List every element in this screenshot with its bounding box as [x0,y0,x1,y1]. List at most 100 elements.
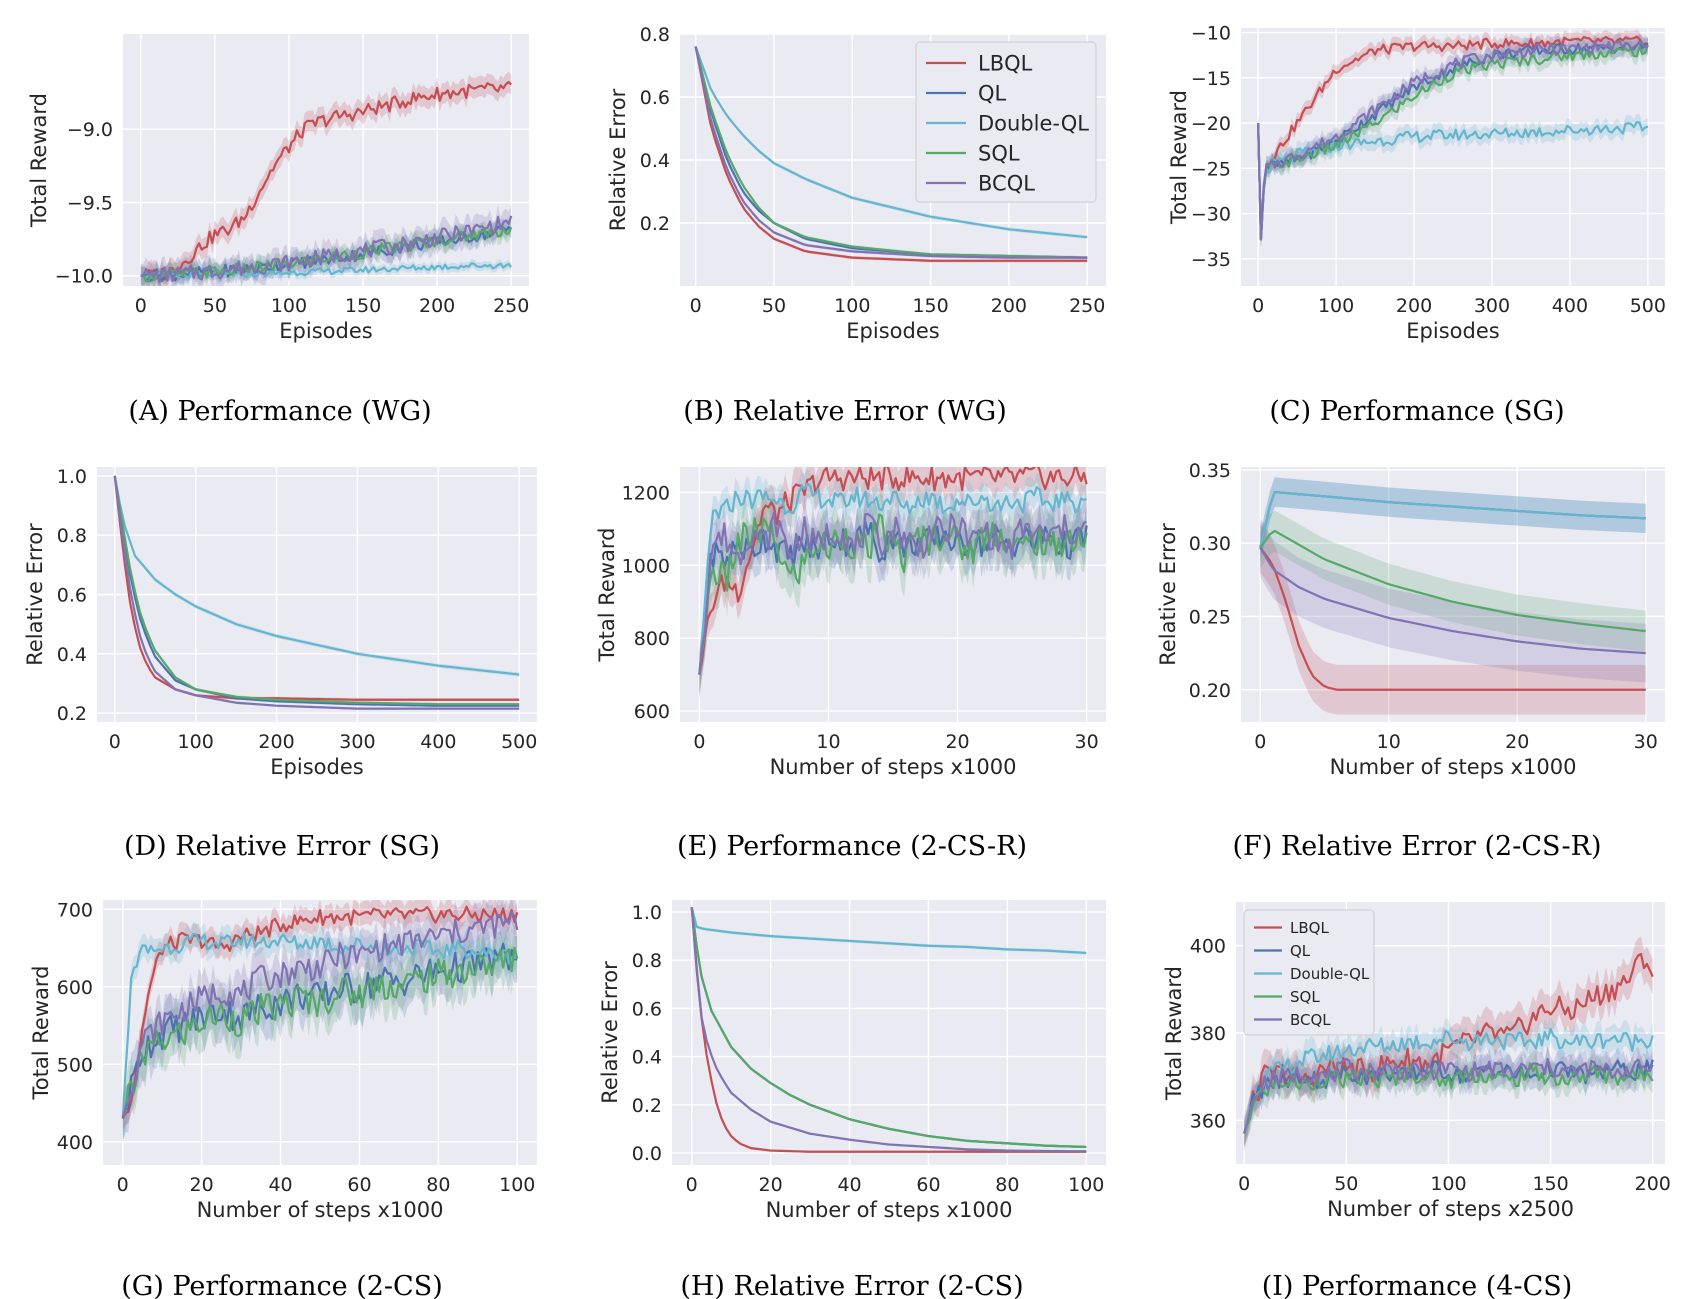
y-tick-label: 1200 [622,483,670,505]
x-tick-label: 500 [501,731,537,753]
x-tick-label: 300 [1474,295,1510,317]
y-tick-label: 600 [634,701,670,723]
x-tick-label: 0 [693,731,705,753]
series-line-bcql [121,911,519,1119]
panel-caption: (G) Performance (2-CS) [121,1271,443,1299]
x-tick-label: 100 [1068,1174,1104,1196]
series-line-lbql [1257,35,1649,241]
legend-label-sql: SQL [1290,988,1320,1006]
legend-label-lbql: LBQL [978,51,1033,75]
y-axis-label: Relative Error [23,523,47,666]
series-line-bcql [698,511,1088,675]
y-tick-label: 1.0 [632,902,662,924]
y-tick-label: 0.2 [57,703,87,725]
legend-label-bcql: BCQL [1290,1011,1331,1029]
plot-content [694,44,1088,263]
x-tick-label: 250 [1069,295,1105,317]
plot-area [103,900,537,1165]
y-axis-label: Relative Error [598,961,622,1104]
x-tick-label: 50 [762,295,786,317]
legend-label-double-ql: Double-QL [1290,965,1370,983]
series-line-lbql [140,80,512,282]
legend-label-sql: SQL [978,141,1020,165]
x-tick-label: 20 [190,1174,214,1196]
y-tick-label: 0.8 [632,950,662,972]
y-tick-label: 0.30 [1189,533,1231,555]
y-tick-label: 700 [57,899,93,921]
panel-caption: (F) Relative Error (2-CS-R) [1233,831,1602,862]
y-tick-label: 0.25 [1189,606,1231,628]
x-tick-label: 200 [419,295,455,317]
panel-caption: (B) Relative Error (WG) [683,396,1007,427]
x-tick-label: 30 [1075,731,1099,753]
x-tick-label: 100 [178,731,214,753]
panel-G: 0 20 40 60 80 100 400 500 600 700 Number of steps … [29,899,537,1299]
y-tick-label: −35 [1191,249,1231,271]
plot-area [1241,467,1665,722]
y-tick-label: 0.2 [632,1095,662,1117]
x-tick-label: 500 [1630,295,1666,317]
legend: LBQL QL Double-QL SQL BCQL [915,41,1097,203]
series-line-sql [698,513,1088,675]
x-axis-label: Episodes [1406,319,1499,343]
series-lines [1243,952,1654,1134]
series-lines [1257,35,1649,241]
series-line-sql [1257,44,1649,241]
x-tick-label: 50 [203,295,227,317]
y-tick-label: 380 [1190,1023,1226,1045]
series-lines [694,46,1088,262]
panel-caption: (I) Performance (4-CS) [1262,1271,1573,1299]
series-line-sql [1243,1062,1654,1134]
y-tick-label: 800 [634,628,670,650]
y-tick-label: 0.0 [632,1143,662,1165]
plot-area [672,900,1106,1165]
band-double-ql [1258,114,1648,248]
series-lines [121,905,519,1120]
series-line-bcql [1243,1057,1654,1134]
series-line-bcql [694,46,1088,259]
series-line-bcql [1257,40,1649,241]
band-lbql [1244,936,1653,1151]
y-tick-label: −15 [1191,68,1231,90]
y-tick-label: 0.6 [640,87,670,109]
x-tick-label: 0 [1252,295,1264,317]
x-tick-label: 400 [1552,295,1588,317]
y-axis-label: Relative Error [1156,523,1180,666]
panel-E: 0 10 20 30 600 800 1000 1200 Number of steps x10… [595,467,1106,862]
legend-label-double-ql: Double-QL [978,111,1089,135]
y-axis-label: Total Reward [1167,90,1191,225]
y-tick-label: −10.0 [55,266,113,288]
panel-A: 0 50 100 150 200 250 −10.0 −9.5 −9.0 Episodes Tota… [27,34,529,427]
band-double-ql [122,921,518,1131]
x-tick-label: 60 [916,1174,940,1196]
y-tick-label: 0.4 [640,150,670,172]
y-tick-label: −9.5 [67,192,113,214]
x-tick-label: 0 [1254,731,1266,753]
x-tick-label: 150 [912,295,948,317]
x-tick-label: 200 [1635,1173,1671,1195]
y-tick-label: 400 [57,1132,93,1154]
x-tick-label: 0 [117,1174,129,1196]
panel-F: 0 10 20 30 0.20 0.25 0.30 0.35 Number of steps x… [1156,460,1665,862]
x-tick-label: 400 [420,731,456,753]
series-lines [690,906,1087,1153]
panel-H: 0 20 40 60 80 100 0.0 0.2 0.4 0.6 0.8 1.0 Number of … [598,900,1106,1299]
panel-caption: (D) Relative Error (SG) [124,831,440,862]
band-sql [122,924,518,1142]
plot-content [121,900,519,1142]
x-tick-label: 100 [1318,295,1354,317]
y-tick-label: 1.0 [57,466,87,488]
plot-area [123,34,529,286]
x-tick-label: 100 [834,295,870,317]
panel-caption: (H) Relative Error (2-CS) [680,1271,1023,1299]
x-tick-label: 100 [499,1174,535,1196]
series-line-lbql [698,467,1088,675]
y-tick-label: 0.4 [57,644,87,666]
band-double-ql [1244,1015,1653,1147]
legend-label-ql: QL [978,81,1007,105]
x-axis-label: Episodes [270,755,363,779]
band-lbql [140,71,512,286]
x-tick-label: 20 [1505,731,1529,753]
band-bcql [1260,518,1646,683]
x-tick-label: 100 [271,295,307,317]
